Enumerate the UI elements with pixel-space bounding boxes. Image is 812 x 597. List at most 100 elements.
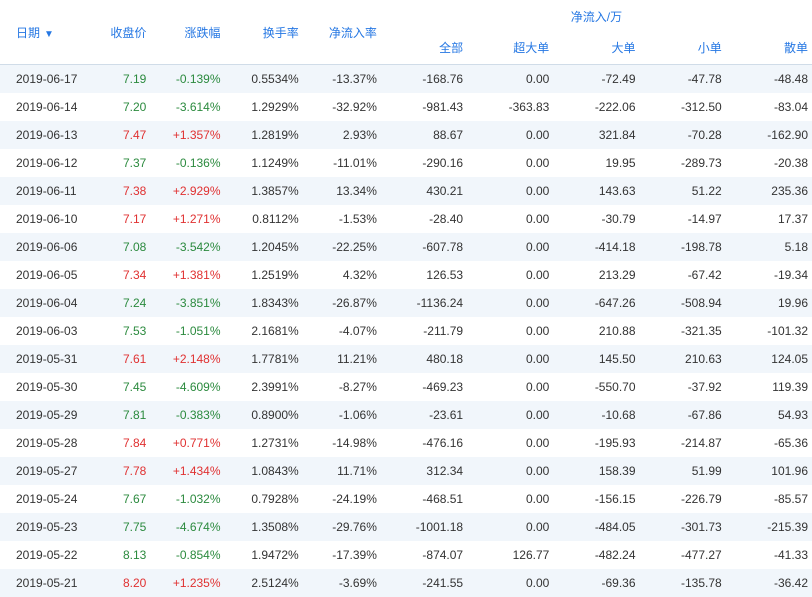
table-row[interactable]: 2019-05-237.75-4.674%1.3508%-29.76%-1001…	[0, 513, 812, 541]
cell-date: 2019-06-13	[0, 121, 90, 149]
table-row[interactable]: 2019-05-247.67-1.032%0.7928%-24.19%-468.…	[0, 485, 812, 513]
cell-all: -1136.24	[381, 289, 467, 317]
table-row[interactable]: 2019-06-137.47+1.357%1.2819%2.93%88.670.…	[0, 121, 812, 149]
cell-small: -37.92	[640, 373, 726, 401]
header-all[interactable]: 全部	[381, 33, 467, 65]
cell-date: 2019-06-05	[0, 261, 90, 289]
cell-date: 2019-05-31	[0, 345, 90, 373]
cell-inflow-rate: -13.37%	[303, 65, 381, 94]
cell-inflow-rate: -4.07%	[303, 317, 381, 345]
cell-large: 145.50	[553, 345, 639, 373]
cell-small: -321.35	[640, 317, 726, 345]
cell-change: -4.609%	[150, 373, 224, 401]
cell-retail: -20.38	[726, 149, 812, 177]
table-row[interactable]: 2019-05-297.81-0.383%0.8900%-1.06%-23.61…	[0, 401, 812, 429]
cell-change: -3.614%	[150, 93, 224, 121]
cell-inflow-rate: -29.76%	[303, 513, 381, 541]
cell-extra-large: 0.00	[467, 289, 553, 317]
cell-inflow-rate: -1.53%	[303, 205, 381, 233]
header-retail[interactable]: 散单	[726, 33, 812, 65]
table-row[interactable]: 2019-06-057.34+1.381%1.2519%4.32%126.530…	[0, 261, 812, 289]
cell-turnover: 1.1249%	[225, 149, 303, 177]
table-row[interactable]: 2019-06-107.17+1.271%0.8112%-1.53%-28.40…	[0, 205, 812, 233]
cell-small: -198.78	[640, 233, 726, 261]
cell-close: 7.67	[90, 485, 150, 513]
cell-small: -477.27	[640, 541, 726, 569]
cell-inflow-rate: -3.69%	[303, 569, 381, 597]
table-row[interactable]: 2019-05-228.13-0.854%1.9472%-17.39%-874.…	[0, 541, 812, 569]
cell-small: -289.73	[640, 149, 726, 177]
header-date[interactable]: 日期▼	[0, 0, 90, 65]
table-row[interactable]: 2019-06-047.24-3.851%1.8343%-26.87%-1136…	[0, 289, 812, 317]
cell-close: 7.37	[90, 149, 150, 177]
table-row[interactable]: 2019-06-147.20-3.614%1.2929%-32.92%-981.…	[0, 93, 812, 121]
cell-retail: 235.36	[726, 177, 812, 205]
cell-large: 210.88	[553, 317, 639, 345]
cell-retail: 119.39	[726, 373, 812, 401]
table-row[interactable]: 2019-05-307.45-4.609%2.3991%-8.27%-469.2…	[0, 373, 812, 401]
header-extra-large[interactable]: 超大单	[467, 33, 553, 65]
cell-large: 158.39	[553, 457, 639, 485]
header-turnover[interactable]: 换手率	[225, 0, 303, 65]
table-row[interactable]: 2019-06-127.37-0.136%1.1249%-11.01%-290.…	[0, 149, 812, 177]
cell-close: 7.47	[90, 121, 150, 149]
cell-small: -214.87	[640, 429, 726, 457]
cell-inflow-rate: -22.25%	[303, 233, 381, 261]
cell-change: -0.854%	[150, 541, 224, 569]
table-row[interactable]: 2019-05-287.84+0.771%1.2731%-14.98%-476.…	[0, 429, 812, 457]
cell-close: 7.19	[90, 65, 150, 94]
table-row[interactable]: 2019-05-317.61+2.148%1.7781%11.21%480.18…	[0, 345, 812, 373]
cell-inflow-rate: -8.27%	[303, 373, 381, 401]
cell-turnover: 0.8900%	[225, 401, 303, 429]
cell-small: 51.22	[640, 177, 726, 205]
cell-inflow-rate: 11.71%	[303, 457, 381, 485]
sort-down-icon: ▼	[44, 29, 54, 40]
table-row[interactable]: 2019-06-067.08-3.542%1.2045%-22.25%-607.…	[0, 233, 812, 261]
cell-change: +0.771%	[150, 429, 224, 457]
table-row[interactable]: 2019-05-218.20+1.235%2.5124%-3.69%-241.5…	[0, 569, 812, 597]
cell-large: -222.06	[553, 93, 639, 121]
table-row[interactable]: 2019-06-037.53-1.051%2.1681%-4.07%-211.7…	[0, 317, 812, 345]
cell-close: 7.81	[90, 401, 150, 429]
table-row[interactable]: 2019-06-117.38+2.929%1.3857%13.34%430.21…	[0, 177, 812, 205]
cell-inflow-rate: 4.32%	[303, 261, 381, 289]
cell-close: 7.34	[90, 261, 150, 289]
cell-extra-large: 0.00	[467, 261, 553, 289]
cell-change: -0.139%	[150, 65, 224, 94]
cell-retail: 5.18	[726, 233, 812, 261]
header-inflow-rate[interactable]: 净流入率	[303, 0, 381, 65]
cell-retail: -83.04	[726, 93, 812, 121]
cell-large: 321.84	[553, 121, 639, 149]
cell-date: 2019-05-21	[0, 569, 90, 597]
header-close[interactable]: 收盘价	[90, 0, 150, 65]
cell-turnover: 1.2731%	[225, 429, 303, 457]
cell-change: +2.148%	[150, 345, 224, 373]
cell-retail: -162.90	[726, 121, 812, 149]
table-row[interactable]: 2019-06-177.19-0.139%0.5534%-13.37%-168.…	[0, 65, 812, 94]
cell-close: 7.53	[90, 317, 150, 345]
cell-small: -226.79	[640, 485, 726, 513]
cell-extra-large: 0.00	[467, 457, 553, 485]
cell-large: -156.15	[553, 485, 639, 513]
cell-all: -28.40	[381, 205, 467, 233]
header-change[interactable]: 涨跌幅	[150, 0, 224, 65]
header-small[interactable]: 小单	[640, 33, 726, 65]
table-row[interactable]: 2019-05-277.78+1.434%1.0843%11.71%312.34…	[0, 457, 812, 485]
cell-close: 7.84	[90, 429, 150, 457]
cell-all: -1001.18	[381, 513, 467, 541]
header-inflow-group: 净流入/万	[381, 0, 812, 33]
cell-close: 8.20	[90, 569, 150, 597]
cell-extra-large: 0.00	[467, 345, 553, 373]
cell-large: -69.36	[553, 569, 639, 597]
cell-retail: -19.34	[726, 261, 812, 289]
cell-inflow-rate: -32.92%	[303, 93, 381, 121]
cell-large: -10.68	[553, 401, 639, 429]
cell-retail: -101.32	[726, 317, 812, 345]
cell-extra-large: 0.00	[467, 401, 553, 429]
cell-all: 480.18	[381, 345, 467, 373]
cell-change: -4.674%	[150, 513, 224, 541]
cell-turnover: 1.3857%	[225, 177, 303, 205]
cell-all: -290.16	[381, 149, 467, 177]
cell-extra-large: -363.83	[467, 93, 553, 121]
header-large[interactable]: 大单	[553, 33, 639, 65]
